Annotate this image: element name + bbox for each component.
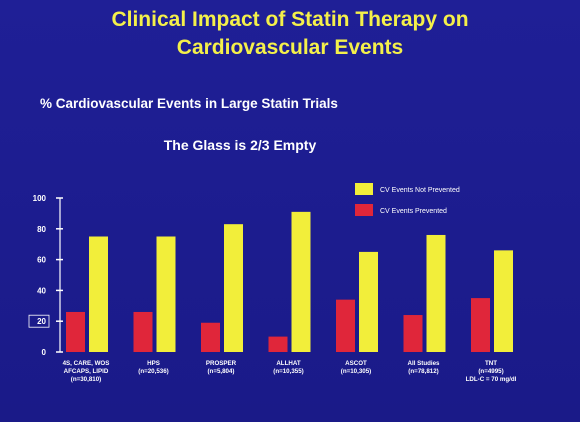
bar-cv-events-prevented — [403, 315, 423, 352]
bar-cv-events-not-prevented — [291, 211, 311, 352]
bar-cv-events-prevented — [336, 299, 355, 352]
y-tick-label: 100 — [33, 194, 47, 203]
x-category-label: AFCAPS, LIPID — [64, 368, 109, 375]
title-line-2: Cardiovascular Events — [176, 36, 404, 59]
legend-swatch-not-prevented — [355, 183, 373, 195]
x-category-label: All Studies — [408, 360, 441, 367]
legend-label-not-prevented: CV Events Not Prevented — [380, 187, 460, 194]
x-category-label: 4S, CARE, WOS — [63, 360, 110, 367]
bar-cv-events-prevented — [133, 311, 153, 352]
y-tick-label: 60 — [37, 256, 46, 265]
x-category-label: (n=4995) — [478, 368, 503, 375]
x-category-label: (n=10,305) — [341, 368, 371, 375]
bar-cv-events-not-prevented — [156, 236, 176, 352]
y-tick-label: 40 — [37, 286, 46, 295]
x-category-label: TNT — [485, 360, 497, 367]
legend-label-prevented: CV Events Prevented — [380, 208, 447, 215]
slide-tagline: The Glass is 2/3 Empty — [163, 137, 317, 153]
x-category-label: (n=78,812) — [408, 368, 438, 375]
bar-cv-events-not-prevented — [359, 251, 378, 352]
bar-cv-events-prevented — [268, 336, 288, 352]
y-tick-label-box — [28, 314, 50, 328]
slide-title: Clinical Impact of Statin Therapy on Car… — [0, 6, 580, 62]
bar-cv-events-not-prevented — [426, 234, 446, 352]
bar-cv-events-prevented — [201, 322, 220, 352]
bar-cv-events-prevented — [471, 298, 490, 352]
x-category-label: (n=30,810) — [71, 376, 101, 383]
x-category-label: ALLHAT — [276, 360, 301, 367]
x-category-label: (n=10,355) — [273, 368, 303, 375]
x-category-label: (n=5,804) — [208, 368, 235, 375]
slide-subtitle: % Cardiovascular Events in Large Statin … — [40, 96, 338, 111]
y-tick-label: 80 — [37, 225, 46, 234]
y-tick-label: 0 — [42, 348, 47, 357]
x-category-label: LDL-C = 70 mg/dl — [466, 376, 517, 383]
bar-cv-events-not-prevented — [494, 250, 513, 352]
bar-cv-events-not-prevented — [89, 236, 108, 352]
y-tick-label: 20 — [37, 317, 46, 326]
bar-cv-events-not-prevented — [224, 224, 243, 352]
x-category-label: PROSPER — [206, 360, 237, 367]
legend-swatch-prevented — [355, 204, 373, 216]
x-category-label: (n=20,536) — [138, 368, 168, 375]
bar-cv-events-prevented — [66, 311, 85, 352]
x-category-label: HPS — [147, 360, 160, 367]
x-category-label: ASCOT — [345, 360, 367, 367]
title-line-1: Clinical Impact of Statin Therapy on — [111, 8, 469, 31]
